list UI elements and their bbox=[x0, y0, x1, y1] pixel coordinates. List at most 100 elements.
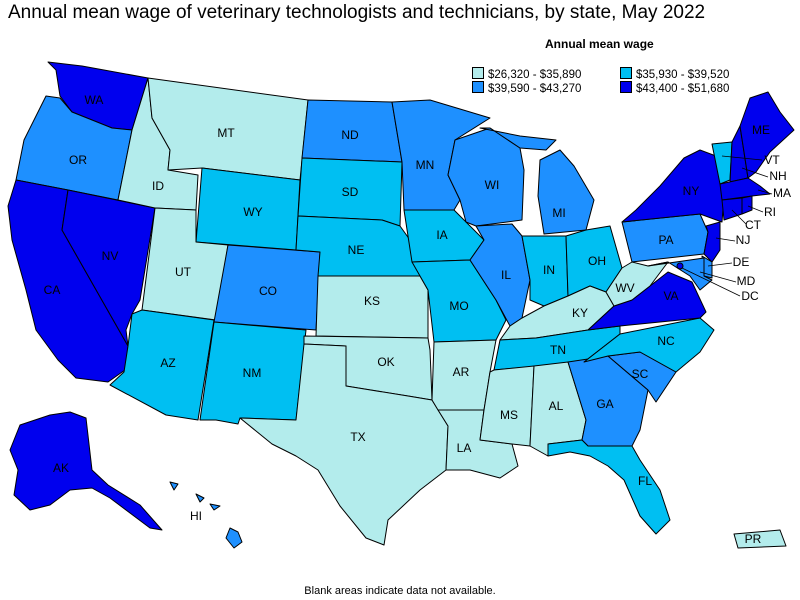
leader-nj bbox=[715, 237, 736, 242]
label-ny: NY bbox=[683, 184, 700, 198]
label-oh: OH bbox=[588, 254, 606, 268]
state-fl bbox=[547, 439, 671, 535]
leader-ma bbox=[757, 189, 773, 195]
label-nh: NH bbox=[769, 169, 786, 183]
label-pr: PR bbox=[745, 532, 762, 546]
state-mi-up bbox=[479, 127, 557, 151]
label-co: CO bbox=[259, 284, 277, 298]
legend-item-4: $43,400 - $51,680 bbox=[620, 81, 729, 95]
label-mn: MN bbox=[416, 158, 435, 172]
state-hi-4 bbox=[169, 481, 179, 491]
label-or: OR bbox=[69, 153, 87, 167]
legend-label-2: $35,930 - $39,520 bbox=[636, 69, 730, 81]
label-pa: PA bbox=[658, 233, 673, 247]
state-nc bbox=[583, 317, 715, 373]
label-hi: HI bbox=[190, 509, 202, 523]
state-md bbox=[647, 257, 713, 291]
legend-item-2: $35,930 - $39,520 bbox=[620, 67, 729, 81]
label-sc: SC bbox=[632, 367, 649, 381]
legend-swatch-1 bbox=[472, 67, 484, 79]
label-mo: MO bbox=[449, 299, 468, 313]
label-ms: MS bbox=[500, 408, 518, 422]
label-me: ME bbox=[752, 123, 770, 137]
label-ma: MA bbox=[773, 186, 791, 200]
label-ia: IA bbox=[436, 228, 447, 242]
state-az bbox=[109, 309, 215, 421]
state-hi bbox=[225, 527, 243, 549]
state-ri bbox=[741, 195, 753, 215]
legend-item-1: $26,320 - $35,890 bbox=[472, 67, 581, 81]
label-mt: MT bbox=[217, 126, 235, 140]
label-ne: NE bbox=[348, 243, 365, 257]
state-dc bbox=[676, 262, 684, 270]
label-nv: NV bbox=[102, 249, 119, 263]
legend-title: Annual mean wage bbox=[545, 37, 654, 51]
state-hi-2 bbox=[195, 493, 205, 503]
state-nv bbox=[61, 189, 156, 347]
label-wy: WY bbox=[243, 205, 262, 219]
label-ca: CA bbox=[44, 283, 61, 297]
label-md: MD bbox=[737, 274, 756, 288]
state-ak bbox=[9, 411, 163, 531]
label-sd: SD bbox=[342, 185, 359, 199]
label-tn: TN bbox=[550, 343, 566, 357]
leader-de bbox=[707, 262, 733, 267]
label-in: IN bbox=[543, 263, 555, 277]
label-ri: RI bbox=[764, 205, 776, 219]
state-pr bbox=[733, 529, 787, 549]
leader-dc bbox=[681, 267, 741, 297]
leader-ct bbox=[731, 209, 747, 225]
legend-label-1: $26,320 - $35,890 bbox=[488, 69, 582, 81]
label-wa: WA bbox=[85, 93, 104, 107]
label-ky: KY bbox=[572, 306, 588, 320]
legend-label-3: $39,590 - $43,270 bbox=[488, 83, 582, 95]
leader-md bbox=[699, 271, 737, 283]
legend-swatch-4 bbox=[620, 81, 632, 93]
state-ks bbox=[315, 275, 429, 339]
label-az: AZ bbox=[160, 356, 175, 370]
leader-ri bbox=[747, 205, 764, 213]
label-ut: UT bbox=[175, 265, 192, 279]
label-al: AL bbox=[549, 399, 564, 413]
label-nc: NC bbox=[657, 334, 675, 348]
footnote: Blank areas indicate data not available. bbox=[304, 585, 496, 597]
state-mi bbox=[537, 149, 595, 235]
legend-swatch-2 bbox=[620, 67, 632, 79]
map-title: Annual mean wage of veterinary technolog… bbox=[8, 2, 706, 23]
label-la: LA bbox=[457, 441, 472, 455]
leader-vt bbox=[721, 155, 763, 161]
state-me bbox=[739, 91, 795, 179]
label-ok: OK bbox=[377, 355, 394, 369]
label-wi: WI bbox=[485, 178, 500, 192]
legend-label-4: $43,400 - $51,680 bbox=[636, 83, 730, 95]
label-il: IL bbox=[501, 268, 511, 282]
state-nj bbox=[703, 221, 721, 263]
state-ny bbox=[621, 149, 725, 223]
label-wv: WV bbox=[615, 281, 634, 295]
state-tx bbox=[239, 343, 449, 546]
legend-item-3: $39,590 - $43,270 bbox=[472, 81, 581, 95]
label-nj: NJ bbox=[736, 233, 751, 247]
state-labels: WA OR CA NV ID MT WY UT AZ CO NM ND SD N… bbox=[44, 93, 791, 546]
state-hi-3 bbox=[209, 503, 221, 511]
label-ct: CT bbox=[745, 218, 762, 232]
label-ar: AR bbox=[453, 365, 470, 379]
label-dc: DC bbox=[741, 289, 759, 303]
label-nd: ND bbox=[341, 128, 359, 142]
label-ga: GA bbox=[596, 397, 613, 411]
label-fl: FL bbox=[638, 474, 652, 488]
label-ks: KS bbox=[364, 294, 380, 308]
label-ak: AK bbox=[53, 461, 69, 475]
legend-swatch-3 bbox=[472, 81, 484, 93]
label-nm: NM bbox=[243, 366, 262, 380]
label-mi: MI bbox=[552, 206, 565, 220]
label-tx: TX bbox=[350, 430, 365, 444]
leader-lines bbox=[681, 155, 773, 297]
leader-nh bbox=[741, 167, 769, 178]
label-id: ID bbox=[152, 179, 164, 193]
label-vt: VT bbox=[764, 153, 780, 167]
label-va: VA bbox=[663, 289, 678, 303]
legend: Annual mean wage $26,320 - $35,890 $35,9… bbox=[470, 36, 790, 96]
label-de: DE bbox=[733, 255, 750, 269]
